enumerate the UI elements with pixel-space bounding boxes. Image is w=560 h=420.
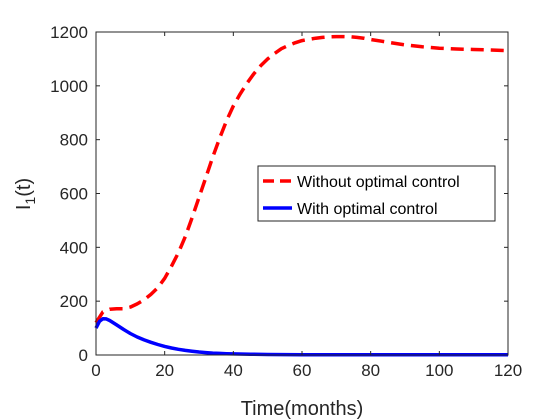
y-tick-label: 400: [60, 238, 88, 257]
x-tick-label: 40: [224, 361, 243, 380]
y-tick-label: 200: [60, 292, 88, 311]
legend-box: [257, 165, 496, 222]
legend-label-without-control: Without optimal control: [297, 174, 460, 191]
x-tick-label: 80: [361, 361, 380, 380]
x-tick-label: 0: [91, 361, 100, 380]
legend-label-with-control: With optimal control: [297, 201, 438, 218]
x-tick-label: 100: [425, 361, 453, 380]
x-tick-label: 20: [155, 361, 174, 380]
series-line-without-control: [94, 34, 509, 324]
x-tick-label: 120: [494, 361, 522, 380]
y-tick-label: 1200: [50, 23, 88, 42]
svg-text:I1(t): I1(t): [13, 178, 38, 210]
y-tick-label: 800: [60, 131, 88, 150]
x-tick-label: 60: [293, 361, 312, 380]
y-axis-label-suffix: (t): [13, 178, 35, 197]
y-axis-label-base: I: [13, 205, 35, 211]
y-tick-label: 0: [79, 346, 88, 365]
y-tick-label: 1000: [50, 77, 88, 96]
legend: Without optimal control With optimal con…: [257, 165, 496, 222]
y-axis-label-subscript: 1: [22, 197, 38, 205]
y-tick-label: 600: [60, 185, 88, 204]
x-axis-label: Time(months): [241, 398, 364, 420]
y-axis-label: I1(t): [13, 178, 38, 210]
